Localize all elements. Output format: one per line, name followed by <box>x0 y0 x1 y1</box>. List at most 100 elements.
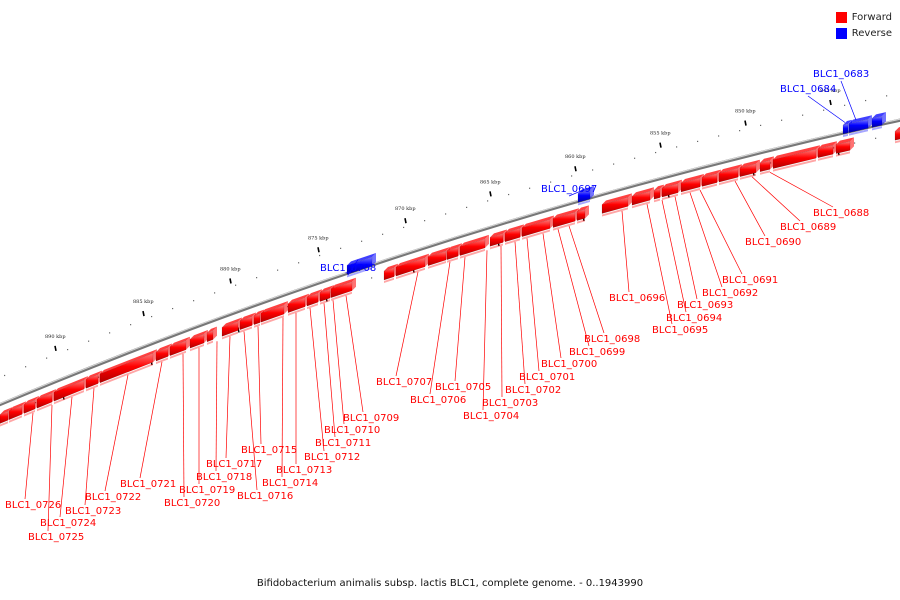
gene-label[interactable]: BLC1_0695 <box>652 325 708 336</box>
gene-label[interactable]: BLC1_0698 <box>584 334 640 345</box>
gene-label[interactable]: BLC1_0702 <box>505 385 561 396</box>
scale-dot-upper <box>277 269 279 271</box>
gene-forward[interactable] <box>661 179 682 201</box>
gene-label[interactable]: BLC1_0721 <box>120 479 176 490</box>
gene-side-face <box>485 234 489 248</box>
gene-side-face <box>213 326 217 340</box>
gene-label[interactable]: BLC1_0726 <box>5 500 61 511</box>
gene-forward[interactable] <box>718 164 742 186</box>
gene-label[interactable]: BLC1_0716 <box>237 491 293 502</box>
gene-front-face <box>53 379 85 402</box>
gene-label[interactable]: BLC1_0700 <box>541 359 597 370</box>
gene-forward[interactable] <box>459 234 489 259</box>
gene-forward[interactable] <box>701 169 721 190</box>
gene-forward[interactable] <box>601 193 632 217</box>
forward-swatch <box>835 11 847 23</box>
leader-line <box>104 374 129 492</box>
gene-reverse[interactable] <box>871 112 886 131</box>
scale-dot-upper <box>172 307 174 310</box>
gene-forward[interactable] <box>521 215 554 240</box>
gene-forward[interactable] <box>552 208 579 231</box>
gene-forward[interactable] <box>631 187 654 209</box>
gene-reverse[interactable] <box>577 185 594 206</box>
gene-forward[interactable] <box>206 326 217 345</box>
gene-forward[interactable] <box>260 301 288 326</box>
gene-shadow <box>719 178 738 186</box>
scale-dot-upper <box>445 213 447 215</box>
gene-forward[interactable] <box>395 253 429 280</box>
gene-forward[interactable] <box>835 137 854 157</box>
gene-forward[interactable] <box>576 205 589 224</box>
gene-forward[interactable] <box>155 343 172 365</box>
gene-side-face <box>590 185 594 199</box>
gene-label[interactable]: BLC1_0705 <box>435 382 491 393</box>
gene-label[interactable]: BLC1_0710 <box>324 425 380 436</box>
scale-dot-upper <box>865 99 867 102</box>
gene-label[interactable]: BLC1_0724 <box>40 518 96 529</box>
gene-label[interactable]: BLC1_0690 <box>745 237 801 248</box>
gene-label[interactable]: BLC1_0697 <box>541 184 597 195</box>
gene-label[interactable]: BLC1_0691 <box>722 275 778 286</box>
gene-label[interactable]: BLC1_0701 <box>519 372 575 383</box>
gene-label[interactable]: BLC1_0694 <box>666 313 722 324</box>
gene-label[interactable]: BLC1_0718 <box>196 472 252 483</box>
leader-line <box>59 396 73 518</box>
gene-forward[interactable] <box>427 247 450 269</box>
gene-shadow <box>577 219 585 224</box>
gene-reverse[interactable] <box>848 115 872 136</box>
gene-forward[interactable] <box>739 159 760 180</box>
gene-forward[interactable] <box>239 312 256 333</box>
gene-forward[interactable] <box>759 156 774 175</box>
gene-forward[interactable] <box>36 389 56 412</box>
gene-forward[interactable] <box>306 289 322 310</box>
gene-label[interactable]: BLC1_0723 <box>65 506 121 517</box>
gene-top-face <box>190 330 208 340</box>
gene-label[interactable]: BLC1_0684 <box>780 84 836 95</box>
gene-label[interactable]: BLC1_0692 <box>702 288 758 299</box>
gene-forward[interactable] <box>53 376 88 405</box>
gene-shadow <box>347 267 372 278</box>
gene-forward[interactable] <box>330 277 356 301</box>
gene-front-face <box>346 256 373 275</box>
gene-label[interactable]: BLC1_0699 <box>569 347 625 358</box>
gene-reverse[interactable] <box>346 253 376 278</box>
gene-label[interactable]: BLC1_0719 <box>179 485 235 496</box>
gene-forward[interactable] <box>817 141 837 161</box>
gene-label[interactable]: BLC1_0703 <box>482 398 538 409</box>
gene-label[interactable]: BLC1_0693 <box>677 300 733 311</box>
gene-label[interactable]: BLC1_0717 <box>206 459 262 470</box>
gene-label[interactable]: BLC1_0711 <box>315 438 371 449</box>
gene-forward[interactable] <box>489 229 507 250</box>
leader-line <box>215 341 218 472</box>
gene-label[interactable]: BLC1_0707 <box>376 377 432 388</box>
gene-label[interactable]: BLC1_0706 <box>410 395 466 406</box>
gene-label[interactable]: BLC1_0683 <box>813 69 869 80</box>
gene-label[interactable]: BLC1_0696 <box>609 293 665 304</box>
leader-line <box>345 295 364 413</box>
scale-dot-upper <box>214 292 216 294</box>
gene-label[interactable]: BLC1_0720 <box>164 498 220 509</box>
gene-forward[interactable] <box>189 330 208 352</box>
gene-label[interactable]: BLC1_0709 <box>343 413 399 424</box>
gene-forward[interactable] <box>504 224 524 245</box>
gene-forward[interactable] <box>221 317 242 340</box>
gene-forward[interactable] <box>446 243 462 263</box>
gene-forward[interactable] <box>169 336 190 359</box>
gene-label[interactable]: BLC1_0704 <box>463 411 519 422</box>
gene-label[interactable]: BLC1_0713 <box>276 465 332 476</box>
gene-label[interactable]: BLC1_0715 <box>241 445 297 456</box>
gene-label[interactable]: BLC1_0714 <box>262 478 318 489</box>
gene-forward[interactable] <box>99 349 157 386</box>
gene-label[interactable]: BLC1_0722 <box>85 492 141 503</box>
gene-forward[interactable] <box>8 401 26 423</box>
gene-label[interactable]: BLC1_0725 <box>28 532 84 543</box>
gene-label[interactable]: BLC1_0712 <box>304 452 360 463</box>
gene-forward[interactable] <box>23 396 39 417</box>
gene-forward[interactable] <box>894 125 900 144</box>
gene-label[interactable]: BLC1_0708 <box>320 263 376 274</box>
scale-dot-upper <box>25 366 27 368</box>
gene-label[interactable]: BLC1_0688 <box>813 208 869 219</box>
gene-label[interactable]: BLC1_0689 <box>780 222 836 233</box>
gene-forward[interactable] <box>287 293 309 316</box>
tick-marks: 845 kbp 850 kbp 855 kbp 860 kbp 865 kbp 870 k… <box>45 88 841 400</box>
